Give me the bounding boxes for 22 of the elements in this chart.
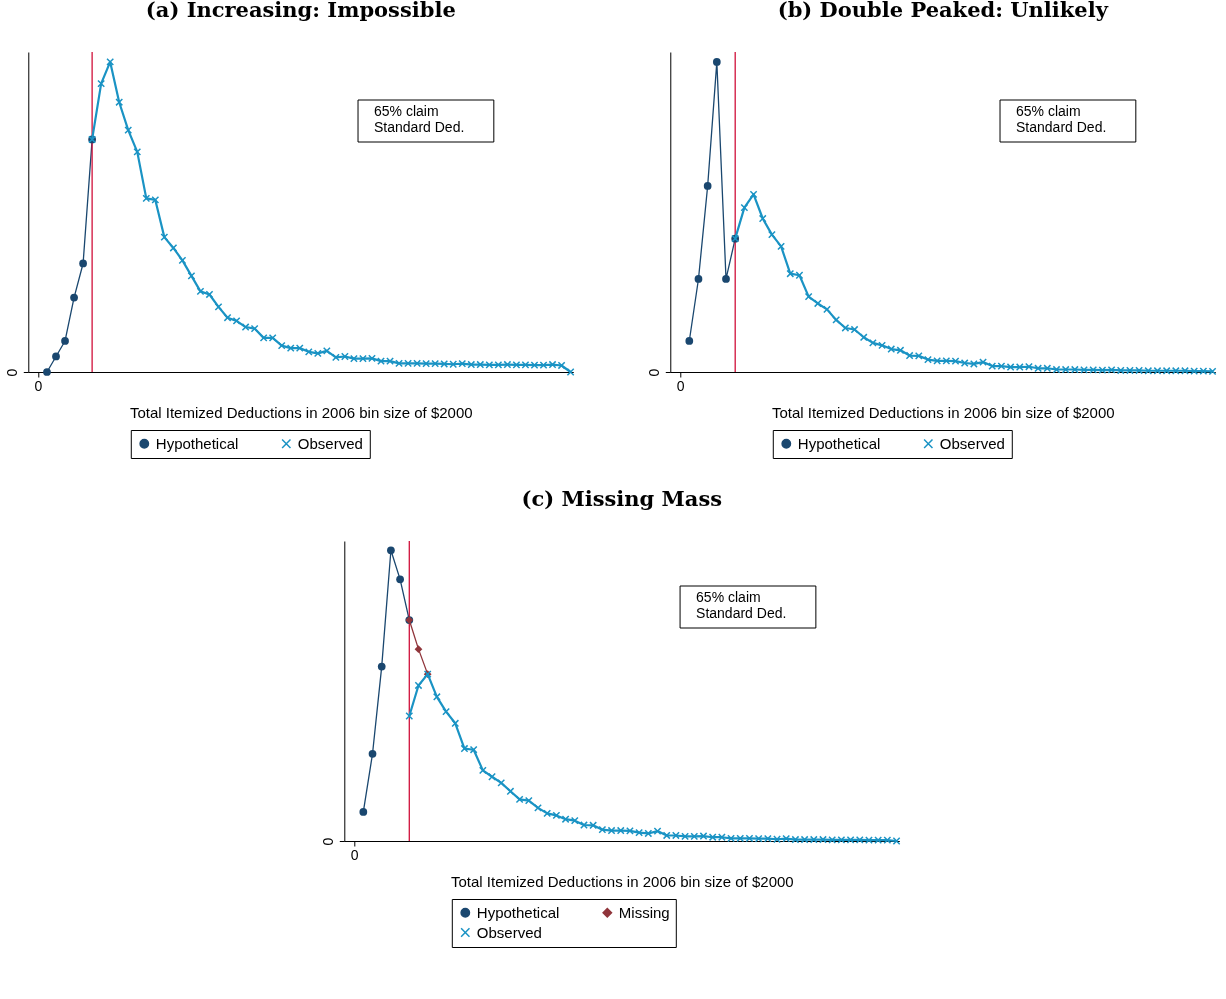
legend-label: Hypothetical (476, 903, 560, 921)
chart-title: (a) Increasing: Impossible (145, 0, 456, 23)
annotation: 65% claim Standard Ded. (696, 589, 787, 621)
text: 0 (676, 377, 685, 394)
legend-label: Observed (939, 434, 1005, 452)
text: 0 (319, 837, 336, 846)
legend-label: Observed (297, 434, 363, 452)
x-axis-title: Total Itemized Deductions in 2006 bin size of $2000 (771, 403, 1115, 421)
legend-label: Observed (476, 923, 542, 941)
text: 0 (350, 846, 359, 863)
annotation: 65% claim Standard Ded. (1016, 103, 1107, 135)
x-axis-title: Total Itemized Deductions in 2006 bin size of $2000 (129, 403, 473, 421)
annotation: 65% claim Standard Ded. (374, 103, 465, 135)
text: 0 (3, 368, 20, 377)
chart-title: (b) Double Peaked: Unlikely (777, 0, 1109, 23)
legend-label: Missing (618, 903, 670, 921)
legend-label: Hypothetical (797, 434, 881, 452)
x-axis-title: Total Itemized Deductions in 2006 bin size of $2000 (450, 872, 794, 890)
legend-label: Hypothetical (155, 434, 239, 452)
text: 0 (645, 368, 662, 377)
text: 0 (34, 377, 43, 394)
chart-title: (c) Missing Mass (521, 486, 723, 512)
